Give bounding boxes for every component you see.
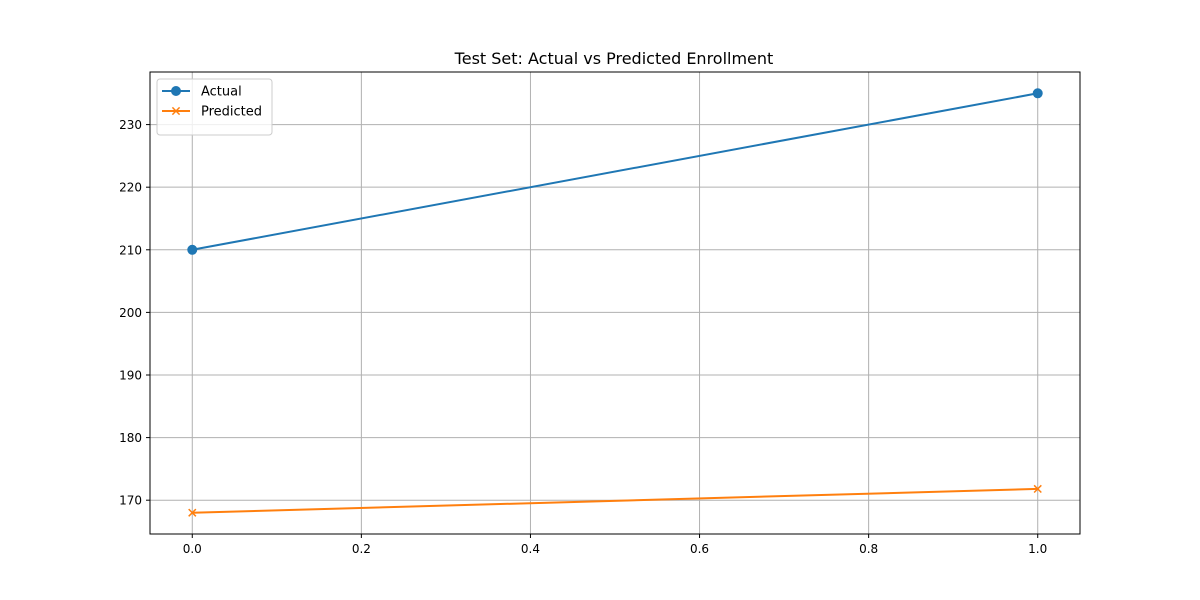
y-tick-label: 170 [119,494,142,508]
axes-frame [149,71,1081,535]
data-point-predicted-stroke [188,508,197,517]
plot-series [187,88,1043,517]
legend-box [156,78,273,136]
data-point-actual [1032,88,1043,99]
y-tick-label: 200 [119,306,142,320]
x-tick-label: 0.4 [521,542,540,556]
y-tick-label: 190 [119,368,142,382]
legend-marker [171,86,181,96]
data-point-predicted [1033,484,1042,494]
series-line-predicted [192,487,1038,514]
x-tick-label: 0.8 [859,542,878,556]
data-point-predicted-stroke [1033,484,1042,494]
legend-item-actual: Actual [162,85,242,100]
series-predicted [188,484,1042,517]
legend-label: Predicted [201,105,262,120]
series-actual [187,88,1043,255]
grid [150,72,1080,534]
y-tick-label: 180 [119,431,142,445]
legend: Actual Predicted [156,78,273,136]
x-tick-label: 0.0 [183,542,202,556]
x-tick-label: 0.6 [690,542,709,556]
y-tick-label: 220 [119,181,142,195]
x-tick-label: 0.2 [352,542,371,556]
legend-item-predicted: Predicted [162,105,262,120]
data-point-predicted [188,508,197,517]
y-tick-label: 230 [119,118,142,132]
axis-ticks: 0.0 0.2 0.4 0.6 0.8 1.0 170 180 190 200 210 220 230 [119,118,1047,556]
data-point-actual [187,244,198,255]
legend-label: Actual [201,85,242,100]
x-tick-label: 1.0 [1028,542,1047,556]
chart-title: Test Set: Actual vs Predicted Enrollment [454,49,774,68]
legend-marker-stroke [171,106,181,116]
legend-marker [171,106,181,116]
y-tick-label: 210 [119,243,142,257]
series-line-actual [192,92,1038,251]
